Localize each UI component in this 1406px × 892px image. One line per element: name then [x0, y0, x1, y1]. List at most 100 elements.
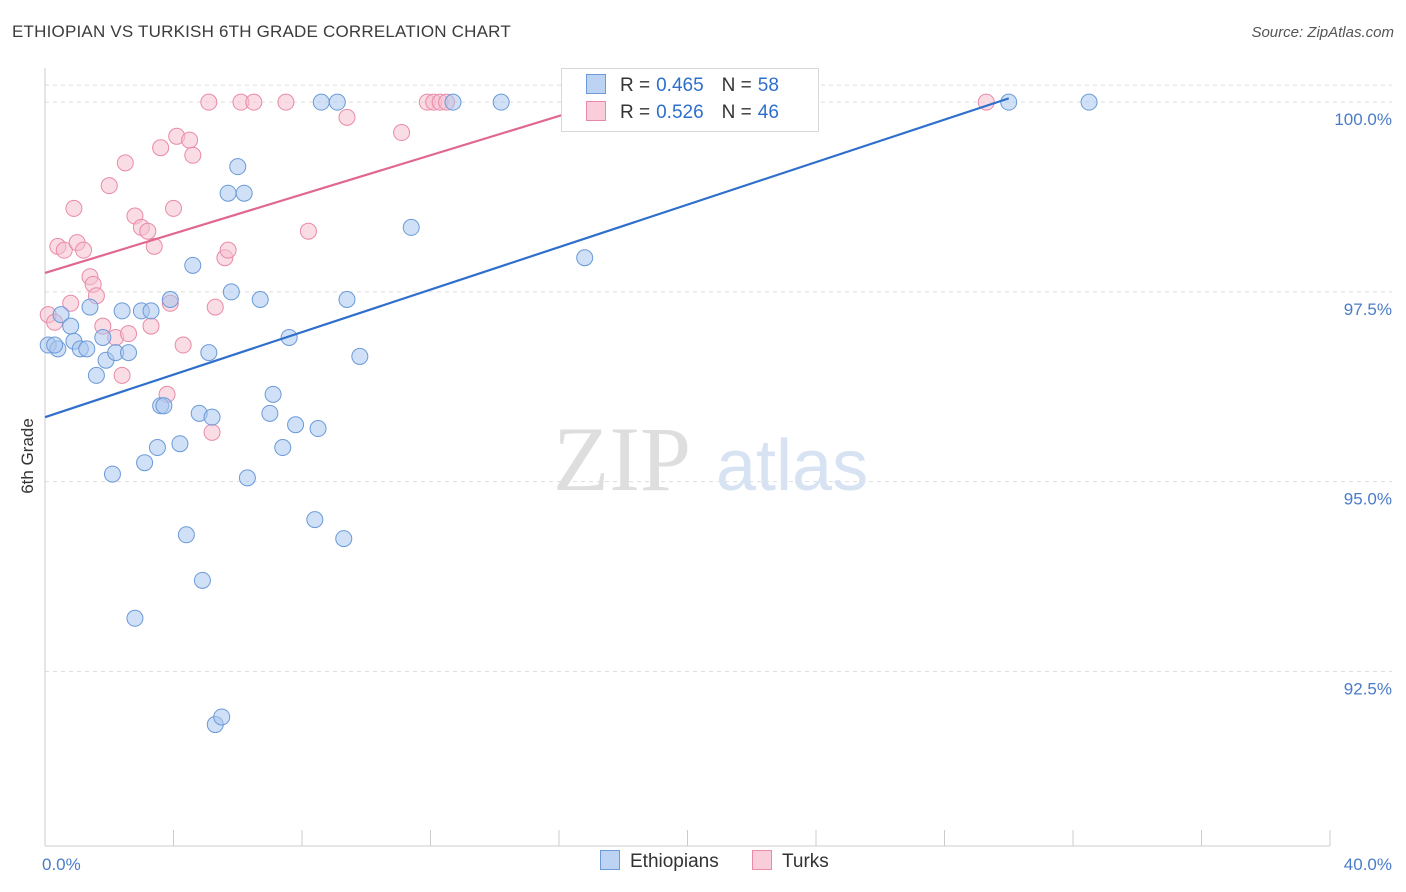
ethiopian-point — [235, 184, 253, 202]
legend-n-value: 46 — [757, 102, 779, 123]
legend-label-ethiopians: Ethiopians — [630, 851, 719, 872]
turk-point — [139, 222, 157, 240]
ethiopian-point — [335, 530, 353, 548]
y-tick-labels: 100.0% 97.5% 95.0% 92.5% — [1334, 110, 1392, 698]
ethiopian-point — [52, 306, 70, 324]
turk-point — [338, 108, 356, 126]
turk-point — [219, 241, 237, 259]
y-tick-label: 97.5% — [1344, 300, 1392, 319]
ethiopian-point — [213, 708, 231, 726]
legend-swatch-blue — [586, 74, 606, 94]
ethiopian-point — [229, 158, 247, 176]
ethiopian-point — [1080, 93, 1098, 111]
legend-swatch-pink — [586, 101, 606, 121]
correlation-legend: R = 0.465 N = 58 R = 0.526 N = 46 — [561, 68, 819, 132]
turk-point — [165, 199, 182, 217]
legend-swatch-blue — [600, 850, 620, 870]
ethiopian-point — [444, 93, 462, 111]
y-axis-label: 6th Grade — [18, 418, 37, 494]
chart-title: ETHIOPIAN VS TURKISH 6TH GRADE CORRELATI… — [12, 22, 511, 41]
turk-point — [65, 199, 83, 217]
ethiopian-point — [81, 298, 99, 316]
turk-point — [206, 298, 224, 316]
ethiopian-point — [274, 439, 292, 457]
watermark-atlas: atlas — [716, 426, 868, 506]
legend-label-turks: Turks — [782, 851, 829, 872]
ethiopian-point — [171, 435, 189, 453]
ethiopian-point — [576, 249, 594, 267]
ethiopian-point — [238, 469, 256, 487]
turk-point — [245, 93, 263, 111]
ethiopian-point — [1000, 93, 1018, 111]
ethiopian-point — [184, 256, 202, 274]
legend-item-ethiopians: Ethiopians — [600, 850, 719, 873]
ethiopian-point — [328, 93, 346, 111]
legend-row-ethiopians: R = 0.465 N = 58 — [586, 73, 779, 99]
ethiopian-point — [103, 465, 121, 483]
legend-n-value: 58 — [757, 75, 779, 96]
ethiopians-trend-line — [44, 97, 1010, 419]
ethiopian-point — [312, 93, 330, 111]
ethiopian-point — [492, 93, 510, 111]
turk-point — [120, 325, 138, 343]
turk-point — [203, 423, 221, 441]
ethiopian-point — [126, 609, 144, 627]
ethiopian-point — [222, 283, 240, 301]
legend-swatch-pink — [752, 850, 773, 870]
turk-point — [393, 124, 411, 142]
legend-r-label: R = — [620, 102, 651, 123]
turks-points — [39, 93, 995, 441]
ethiopian-point — [136, 454, 154, 472]
ethiopian-point — [306, 511, 324, 529]
turk-point — [200, 93, 218, 111]
turk-point — [152, 139, 170, 157]
ethiopian-point — [142, 302, 160, 320]
x-tick-label: 0.0% — [42, 855, 81, 874]
legend-n-label: N = — [721, 75, 752, 96]
y-tick-label: 92.5% — [1344, 679, 1392, 698]
watermark-zip: ZIP — [553, 408, 691, 510]
turk-point — [181, 131, 199, 149]
x-tick-labels: 0.0% 40.0% — [42, 855, 1392, 874]
ethiopian-point — [78, 340, 96, 358]
turk-point — [142, 317, 160, 335]
turk-point — [75, 241, 93, 259]
ethiopian-point — [203, 408, 221, 426]
watermark: ZIP atlas — [553, 408, 868, 510]
source-credit: Source: ZipAtlas.com — [1251, 24, 1394, 41]
ethiopian-point — [177, 526, 195, 544]
legend-r-value: 0.526 — [656, 102, 704, 123]
turk-point — [299, 222, 317, 240]
turks-trend-line — [44, 97, 618, 274]
turk-point — [55, 241, 73, 259]
ethiopian-point — [264, 385, 282, 403]
ethiopian-point — [87, 366, 105, 384]
y-tick-label: 95.0% — [1344, 490, 1392, 509]
ethiopian-point — [113, 302, 131, 320]
ethiopian-point — [148, 439, 166, 457]
legend-n-label: N = — [721, 102, 752, 123]
ethiopian-point — [46, 336, 64, 354]
turk-point — [100, 177, 118, 195]
legend-item-turks: Turks — [752, 850, 829, 873]
ethiopian-point — [94, 328, 112, 346]
ethiopian-point — [155, 397, 173, 415]
turk-point — [62, 294, 80, 312]
ethiopian-point — [309, 420, 327, 438]
axes — [44, 68, 1331, 847]
legend-row-turks: R = 0.526 N = 46 — [586, 100, 779, 126]
ethiopian-point — [120, 344, 138, 362]
ethiopian-point — [338, 291, 356, 309]
turk-point — [184, 146, 202, 164]
ethiopian-point — [62, 317, 80, 335]
trend-lines — [44, 97, 1010, 419]
ethiopian-point — [200, 344, 218, 362]
turk-point — [116, 154, 134, 172]
series-legend: Ethiopians Turks — [600, 850, 857, 873]
grid-lines — [45, 84, 1392, 672]
legend-r-label: R = — [620, 75, 651, 96]
x-tick-label: 40.0% — [1344, 855, 1392, 874]
ethiopian-point — [261, 404, 279, 422]
ethiopian-point — [251, 291, 269, 309]
